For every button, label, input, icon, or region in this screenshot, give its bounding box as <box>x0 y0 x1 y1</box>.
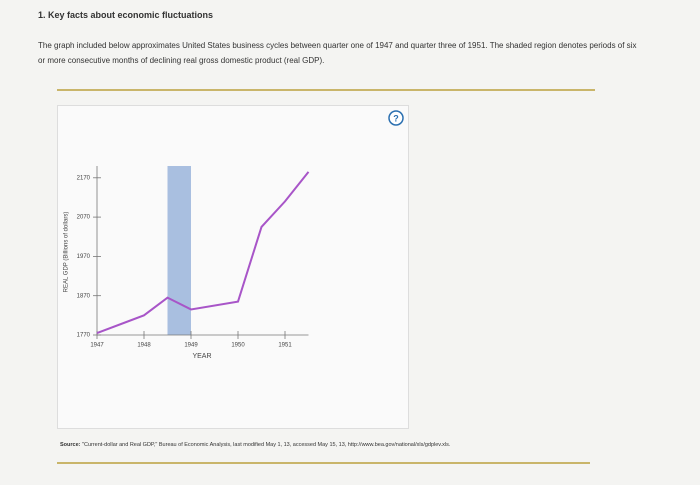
y-tick-label: 2070 <box>77 215 91 221</box>
heading: 1. Key facts about economic fluctuations <box>38 10 214 20</box>
x-axis-label: YEAR <box>192 353 211 360</box>
source-text: "Current-dollar and Real GDP," Bureau of… <box>82 442 451 448</box>
help-button[interactable] <box>388 110 404 126</box>
source: Source: "Current-dollar and Real GDP," B… <box>60 442 450 448</box>
recession-shade <box>167 166 191 335</box>
gdp-line <box>96 171 310 334</box>
x-tick-label: 1947 <box>90 343 104 349</box>
divider <box>57 89 595 91</box>
y-axis-label: REAL GDP (Billions of dollars) <box>64 212 70 293</box>
y-tick-label: 1770 <box>77 333 91 339</box>
y-tick-label: 1970 <box>77 254 91 260</box>
x-tick-label: 1951 <box>278 343 292 349</box>
y-tick-label: 2170 <box>77 175 91 181</box>
intro: The graph included below approximates Un… <box>38 41 637 65</box>
source-label: Source: <box>60 442 81 448</box>
y-tick-label: 1870 <box>77 293 91 299</box>
help-icon[interactable]: ? <box>393 113 399 123</box>
x-tick-label: 1949 <box>184 343 198 349</box>
x-tick-label: 1950 <box>231 343 245 349</box>
x-tick-label: 1948 <box>137 343 151 349</box>
graph-panel <box>57 105 409 429</box>
divider <box>57 462 590 464</box>
